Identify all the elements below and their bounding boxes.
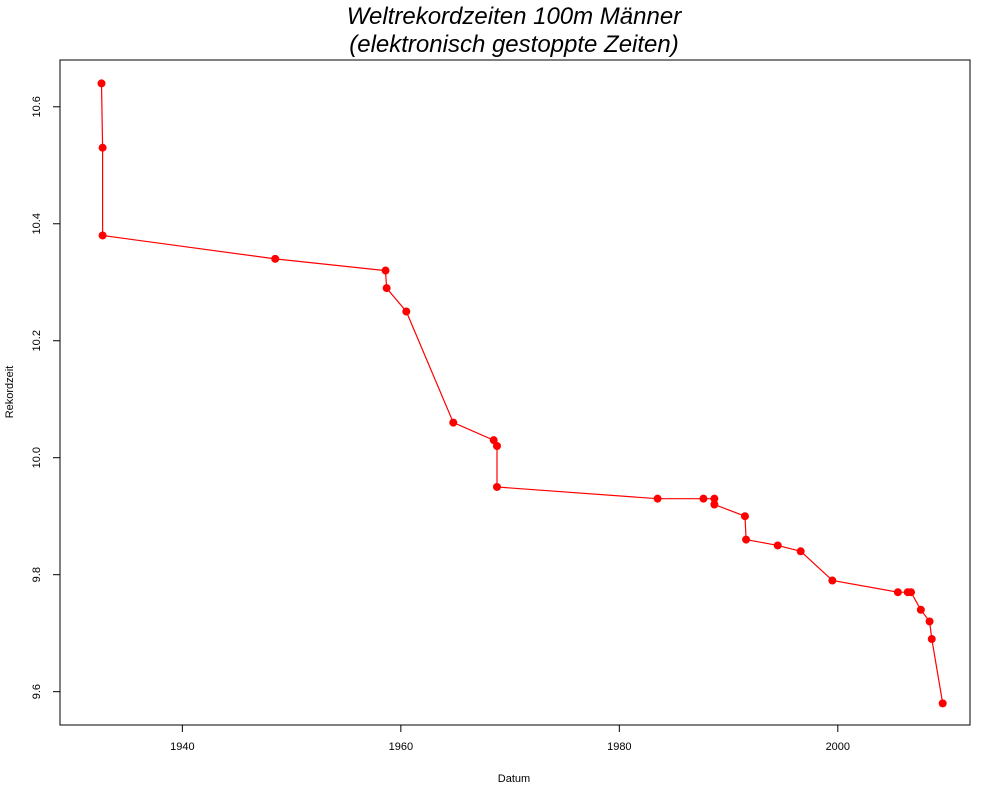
x-tick-label: 2000	[826, 741, 850, 753]
y-tick-label: 10.6	[31, 96, 43, 117]
data-point	[653, 494, 662, 503]
x-tick-label: 1940	[170, 741, 194, 753]
y-axis: 9.6 9.8 10.0 10.2 10.4 10.6	[31, 96, 60, 699]
data-point	[893, 588, 902, 597]
y-tick-label: 10.4	[31, 213, 43, 234]
data-point	[381, 266, 390, 275]
x-axis-label: Datum	[498, 773, 530, 785]
data-point	[98, 143, 107, 152]
x-axis: 1940 1960 1980 2000	[170, 725, 850, 753]
y-tick-label: 9.8	[31, 567, 43, 582]
chart-subtitle: (elektronisch gestoppte Zeiten)	[349, 31, 679, 58]
y-tick-label: 10.2	[31, 330, 43, 351]
y-tick-label: 9.6	[31, 684, 43, 699]
data-point	[907, 588, 916, 597]
x-tick-label: 1960	[389, 741, 413, 753]
data-series	[97, 79, 947, 708]
data-point	[98, 231, 107, 240]
data-point	[97, 79, 106, 88]
series-line	[100, 83, 944, 704]
data-point	[925, 617, 934, 626]
x-tick-label: 1980	[607, 741, 631, 753]
data-point	[271, 254, 280, 263]
data-point	[927, 635, 936, 644]
data-point	[449, 418, 458, 427]
data-point	[828, 576, 837, 585]
data-point	[796, 547, 805, 556]
data-point	[710, 500, 719, 509]
data-point	[492, 482, 501, 491]
y-axis-label: Rekordzeit	[4, 366, 16, 419]
data-point	[916, 605, 925, 614]
data-point	[382, 284, 391, 293]
data-point	[938, 699, 947, 708]
data-point	[710, 494, 719, 503]
data-point	[402, 307, 411, 316]
data-point	[740, 512, 749, 521]
data-point	[773, 541, 782, 550]
plot-frame	[59, 59, 971, 726]
data-point	[489, 436, 498, 445]
data-point	[699, 494, 708, 503]
y-tick-label: 10.0	[31, 447, 43, 468]
chart-title: Weltrekordzeiten 100m Männer	[347, 3, 682, 30]
data-point	[492, 442, 501, 451]
data-point	[742, 535, 751, 544]
